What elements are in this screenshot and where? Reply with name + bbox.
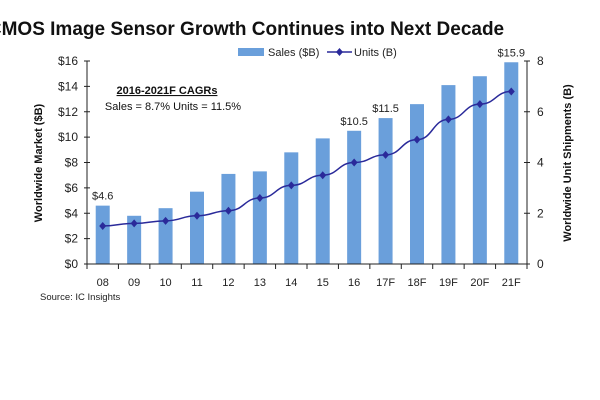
bar-15: [315, 138, 330, 264]
x-tick-label: 11: [191, 277, 202, 289]
bar-12: [221, 173, 236, 264]
y-tick-label: $12: [58, 105, 78, 119]
x-tick-label: 09: [128, 277, 140, 289]
x-tick-label: 15: [317, 277, 329, 289]
bar-10: [158, 208, 173, 264]
y2-tick-label: 4: [537, 156, 544, 170]
bar-18F: [410, 104, 424, 264]
units-marker-19F: [444, 115, 452, 124]
legend-marker-units: [336, 48, 343, 56]
bar-19F: [441, 85, 456, 264]
x-tick-label: 14: [285, 277, 297, 289]
bar-20F: [472, 76, 487, 264]
y-tick-label: $10: [58, 130, 78, 144]
units-marker-11: [193, 211, 201, 220]
y-axis-label: Worldwide Market ($B): [33, 103, 45, 222]
units-marker-21F: [507, 87, 515, 96]
units-marker-09: [130, 219, 138, 228]
y2-tick-label: 6: [537, 105, 544, 119]
chart-title: CMOS Image Sensor Growth Continues into …: [0, 19, 504, 40]
legend: Sales ($B) Units (B): [238, 47, 397, 59]
annotation-heading: 2016-2021F CAGRs: [117, 85, 218, 97]
bar-16: [347, 130, 362, 264]
units-marker-16: [350, 158, 358, 167]
x-tick-label: 08: [97, 277, 109, 289]
x-tick-label: 10: [159, 277, 171, 289]
y-tick-label: $6: [65, 181, 79, 195]
data-label-21F: $15.9: [498, 47, 526, 59]
x-tick-label: 19F: [439, 277, 458, 289]
y2-tick-label: 0: [537, 257, 544, 271]
units-marker-10: [162, 216, 170, 225]
legend-swatch-sales: [238, 48, 264, 56]
x-tick-label: 18F: [408, 277, 427, 289]
y2-axis-label: Worldwide Unit Shipments (B): [562, 84, 574, 242]
units-marker-13: [256, 194, 264, 203]
bar-14: [284, 152, 299, 264]
bar-08: [95, 205, 110, 264]
data-label-17F: $11.5: [372, 103, 399, 115]
units-marker-17F: [382, 150, 390, 159]
x-tick-label: 17F: [376, 277, 395, 289]
bar-17F: [378, 118, 393, 264]
legend-label-units: Units (B): [354, 47, 397, 59]
source-note: Source: IC Insights: [40, 292, 121, 303]
bar-09: [127, 215, 142, 264]
x-tick-label: 20F: [470, 277, 489, 289]
annotation-text: Sales = 8.7% Units = 11.5%: [105, 101, 241, 113]
y-tick-label: $0: [65, 257, 79, 271]
y-tick-label: $8: [65, 156, 79, 170]
x-tick-label: 16: [348, 277, 360, 289]
bar-11: [190, 191, 204, 264]
units-marker-14: [287, 181, 295, 190]
y2-tick-label: 2: [537, 206, 544, 220]
units-marker-15: [319, 171, 327, 180]
x-tick-label: 12: [222, 277, 234, 289]
units-marker-12: [224, 206, 232, 215]
data-label-16: $10.5: [340, 116, 368, 128]
y-tick-label: $14: [58, 79, 78, 93]
y2-tick-label: 8: [537, 54, 544, 68]
units-line: [102, 90, 512, 227]
bar-13: [252, 171, 267, 264]
units-marker-08: [99, 221, 107, 230]
data-label-08: $4.6: [92, 191, 113, 203]
y-tick-label: $4: [65, 206, 79, 220]
legend-label-sales: Sales ($B): [268, 47, 319, 59]
units-marker-20F: [476, 100, 484, 109]
bar-21F: [504, 62, 519, 264]
x-tick-label: 21F: [502, 277, 521, 289]
x-tick-label: 13: [254, 277, 266, 289]
y-tick-label: $2: [65, 232, 79, 246]
y-tick-label: $16: [58, 54, 78, 68]
units-marker-18F: [413, 135, 421, 144]
